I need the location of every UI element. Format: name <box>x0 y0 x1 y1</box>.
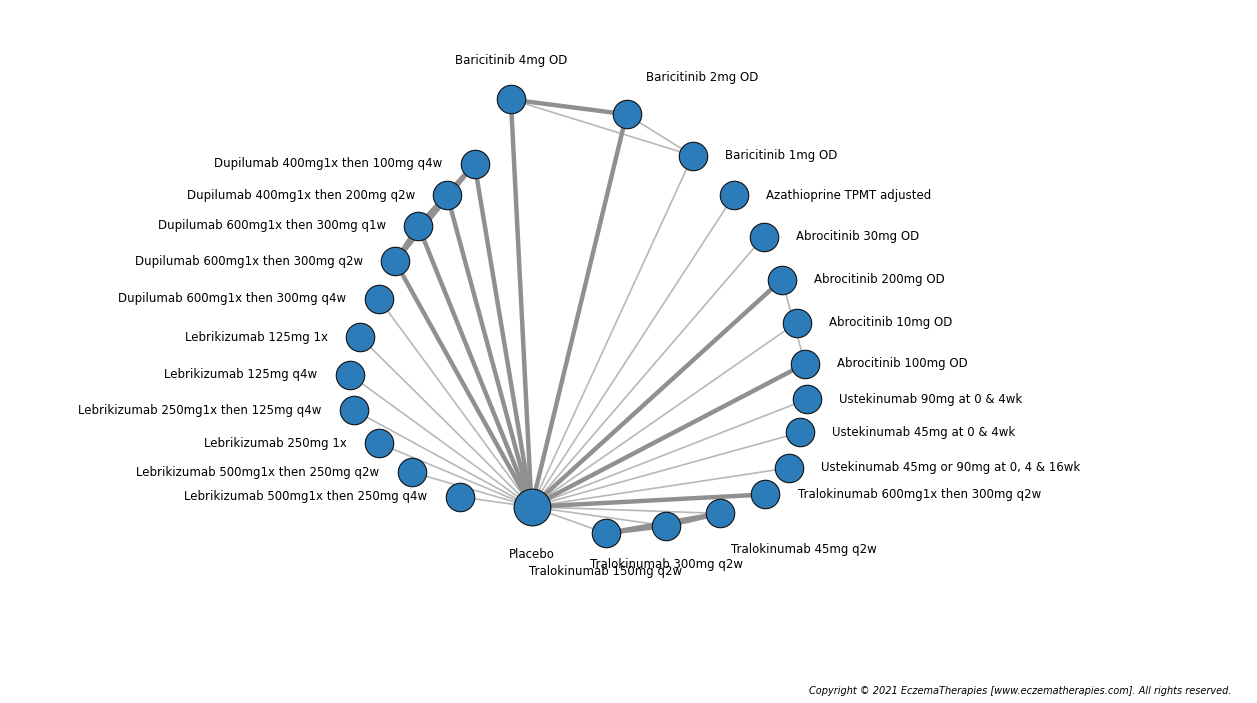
Point <box>710 508 730 519</box>
Text: Abrocitinib 100mg OD: Abrocitinib 100mg OD <box>837 357 968 370</box>
Text: Lebrikizumab 250mg 1x: Lebrikizumab 250mg 1x <box>204 437 347 450</box>
Point <box>368 437 388 449</box>
Point <box>437 190 458 201</box>
Text: Dupilumab 400mg1x then 200mg q2w: Dupilumab 400mg1x then 200mg q2w <box>187 189 415 202</box>
Point <box>778 463 798 474</box>
Text: Lebrikizumab 500mg1x then 250mg q2w: Lebrikizumab 500mg1x then 250mg q2w <box>136 465 380 479</box>
Text: Baricitinib 1mg OD: Baricitinib 1mg OD <box>725 149 837 162</box>
Point <box>409 220 429 231</box>
Text: Ustekinumab 90mg at 0 & 4wk: Ustekinumab 90mg at 0 & 4wk <box>838 393 1022 406</box>
Text: Tralokinumab 300mg q2w: Tralokinumab 300mg q2w <box>590 558 743 571</box>
Text: Tralokinumab 600mg1x then 300mg q2w: Tralokinumab 600mg1x then 300mg q2w <box>798 488 1041 501</box>
Text: Lebrikizumab 125mg 1x: Lebrikizumab 125mg 1x <box>185 331 328 344</box>
Point <box>772 274 792 285</box>
Text: Tralokinumab 45mg q2w: Tralokinumab 45mg q2w <box>730 543 876 557</box>
Text: Placebo: Placebo <box>509 548 554 560</box>
Text: Dupilumab 600mg1x then 300mg q1w: Dupilumab 600mg1x then 300mg q1w <box>158 219 386 233</box>
Point <box>596 528 616 539</box>
Point <box>616 109 636 120</box>
Point <box>522 501 542 512</box>
Text: Lebrikizumab 125mg q4w: Lebrikizumab 125mg q4w <box>165 368 318 381</box>
Text: Copyright © 2021 EczemaTherapies [www.eczematherapies.com]. All rights reserved.: Copyright © 2021 EczemaTherapies [www.ec… <box>810 686 1232 696</box>
Text: Ustekinumab 45mg or 90mg at 0, 4 & 16wk: Ustekinumab 45mg or 90mg at 0, 4 & 16wk <box>821 461 1080 475</box>
Text: Dupilumab 600mg1x then 300mg q2w: Dupilumab 600mg1x then 300mg q2w <box>134 255 363 268</box>
Point <box>465 158 485 169</box>
Point <box>339 369 360 380</box>
Text: Baricitinib 4mg OD: Baricitinib 4mg OD <box>455 54 567 67</box>
Point <box>787 317 807 328</box>
Point <box>344 404 365 415</box>
Text: Ustekinumab 45mg at 0 & 4wk: Ustekinumab 45mg at 0 & 4wk <box>832 426 1016 439</box>
Point <box>724 190 744 201</box>
Point <box>789 427 810 438</box>
Point <box>368 293 388 304</box>
Text: Baricitinib 2mg OD: Baricitinib 2mg OD <box>646 71 758 84</box>
Point <box>402 467 422 478</box>
Text: Abrocitinib 10mg OD: Abrocitinib 10mg OD <box>830 316 953 329</box>
Point <box>450 491 470 503</box>
Text: Azathioprine TPMT adjusted: Azathioprine TPMT adjusted <box>767 189 931 202</box>
Text: Lebrikizumab 250mg1x then 125mg q4w: Lebrikizumab 250mg1x then 125mg q4w <box>78 404 322 417</box>
Point <box>794 359 815 370</box>
Point <box>797 394 817 405</box>
Text: Dupilumab 400mg1x then 100mg q4w: Dupilumab 400mg1x then 100mg q4w <box>214 157 442 170</box>
Text: Abrocitinib 200mg OD: Abrocitinib 200mg OD <box>815 273 945 286</box>
Text: Dupilumab 600mg1x then 300mg q4w: Dupilumab 600mg1x then 300mg q4w <box>118 292 347 305</box>
Point <box>656 520 676 531</box>
Point <box>500 93 520 105</box>
Point <box>351 332 371 343</box>
Point <box>385 256 405 267</box>
Point <box>683 150 703 161</box>
Text: Tralokinumab 150mg q2w: Tralokinumab 150mg q2w <box>529 565 683 579</box>
Text: Lebrikizumab 500mg1x then 250mg q4w: Lebrikizumab 500mg1x then 250mg q4w <box>185 491 427 503</box>
Point <box>754 231 774 243</box>
Point <box>755 489 776 500</box>
Text: Abrocitinib 30mg OD: Abrocitinib 30mg OD <box>796 230 919 243</box>
